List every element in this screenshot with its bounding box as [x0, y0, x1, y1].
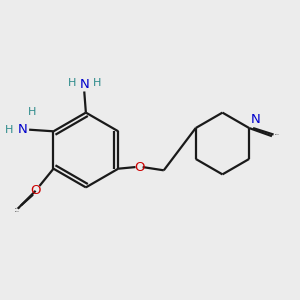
Text: H: H [68, 78, 76, 88]
Text: H: H [28, 107, 37, 117]
Text: methoxy: methoxy [15, 208, 21, 209]
Text: N: N [80, 78, 89, 91]
Text: N: N [251, 113, 261, 126]
Text: H: H [92, 78, 101, 88]
Text: methyl: methyl [275, 133, 280, 135]
Text: O: O [30, 184, 41, 197]
Text: H: H [4, 125, 13, 135]
Text: N: N [18, 123, 28, 136]
Text: methyl: methyl [14, 211, 20, 212]
Text: O: O [134, 160, 145, 174]
